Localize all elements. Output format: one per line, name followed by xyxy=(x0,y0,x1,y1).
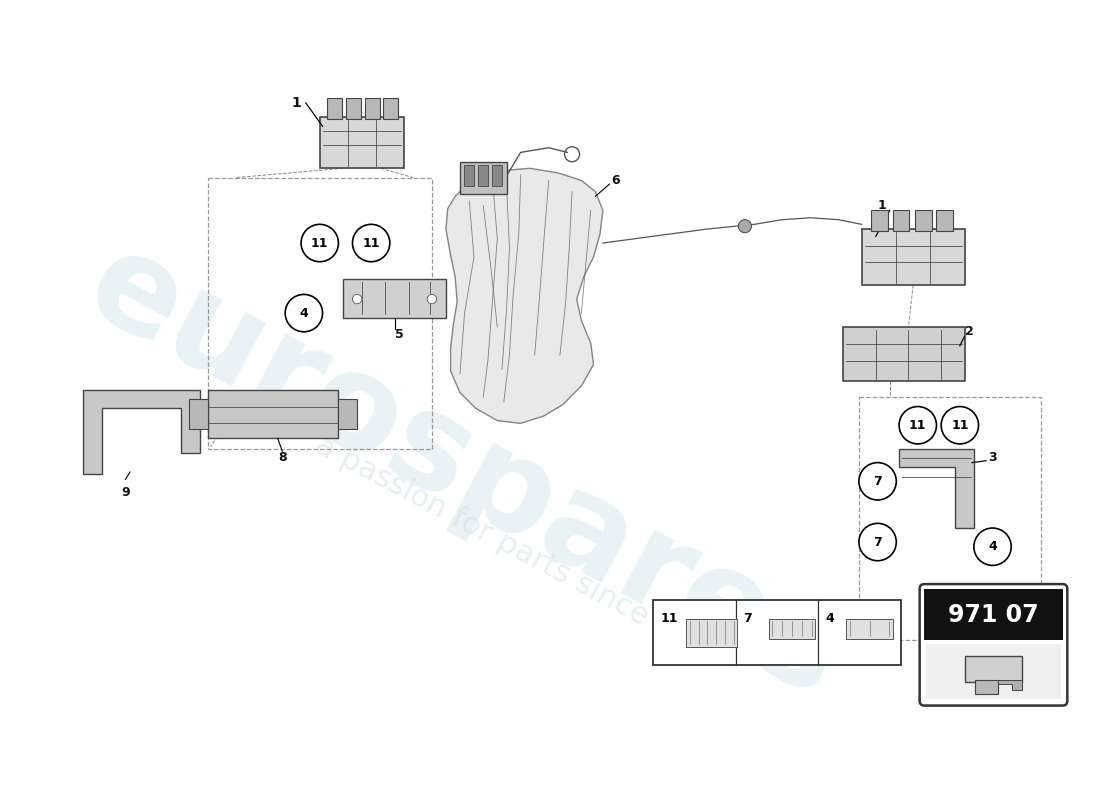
Bar xyxy=(936,210,954,231)
Circle shape xyxy=(899,406,936,444)
Bar xyxy=(926,645,1060,699)
Bar xyxy=(345,98,361,118)
Text: 3: 3 xyxy=(988,451,997,465)
Circle shape xyxy=(942,406,979,444)
Bar xyxy=(769,618,815,639)
Text: a passion for parts since 1985: a passion for parts since 1985 xyxy=(310,430,732,673)
Text: 11: 11 xyxy=(952,418,969,432)
Text: 4: 4 xyxy=(988,540,997,554)
Bar xyxy=(966,656,1022,682)
Bar xyxy=(383,98,398,118)
Bar xyxy=(339,399,358,429)
Bar xyxy=(189,399,208,429)
Bar xyxy=(460,162,507,194)
Circle shape xyxy=(859,462,896,500)
Text: 11: 11 xyxy=(362,237,380,250)
Bar xyxy=(320,117,404,168)
Text: 1: 1 xyxy=(878,199,887,212)
Text: 5: 5 xyxy=(395,328,404,341)
FancyBboxPatch shape xyxy=(920,584,1067,706)
Bar xyxy=(843,327,965,382)
Circle shape xyxy=(301,224,339,262)
Bar xyxy=(861,229,965,285)
Bar xyxy=(859,398,1041,640)
Text: 2: 2 xyxy=(965,326,974,338)
Bar xyxy=(464,166,474,186)
Text: 7: 7 xyxy=(873,535,882,549)
Bar xyxy=(975,680,998,694)
Circle shape xyxy=(427,294,437,304)
Bar xyxy=(915,210,932,231)
Text: eurospares: eurospares xyxy=(66,220,862,724)
Polygon shape xyxy=(446,168,603,423)
Circle shape xyxy=(974,528,1011,566)
Bar xyxy=(208,178,432,449)
Text: 7: 7 xyxy=(873,475,882,488)
Text: 4: 4 xyxy=(826,612,835,625)
Circle shape xyxy=(859,523,896,561)
Polygon shape xyxy=(998,680,1022,690)
Bar xyxy=(847,618,893,639)
Circle shape xyxy=(738,220,751,233)
Circle shape xyxy=(352,224,389,262)
Bar xyxy=(686,618,737,646)
Bar xyxy=(653,600,901,666)
Text: 4: 4 xyxy=(299,306,308,320)
Circle shape xyxy=(352,294,362,304)
Text: 11: 11 xyxy=(661,612,679,625)
Bar xyxy=(343,278,446,318)
Bar xyxy=(892,210,910,231)
Polygon shape xyxy=(899,449,974,528)
Circle shape xyxy=(285,294,322,332)
Text: 11: 11 xyxy=(311,237,329,250)
Bar xyxy=(208,390,339,438)
Polygon shape xyxy=(84,390,200,474)
Bar xyxy=(327,98,342,118)
Bar xyxy=(871,210,888,231)
Text: 7: 7 xyxy=(744,612,752,625)
Text: 11: 11 xyxy=(909,418,926,432)
Text: 9: 9 xyxy=(121,486,130,499)
Text: 8: 8 xyxy=(278,451,287,465)
Bar xyxy=(364,98,380,118)
Bar xyxy=(477,166,488,186)
Bar xyxy=(924,589,1063,640)
Text: 1: 1 xyxy=(292,96,301,110)
Bar xyxy=(492,166,502,186)
Text: 6: 6 xyxy=(612,174,620,187)
Text: 971 07: 971 07 xyxy=(948,602,1038,626)
